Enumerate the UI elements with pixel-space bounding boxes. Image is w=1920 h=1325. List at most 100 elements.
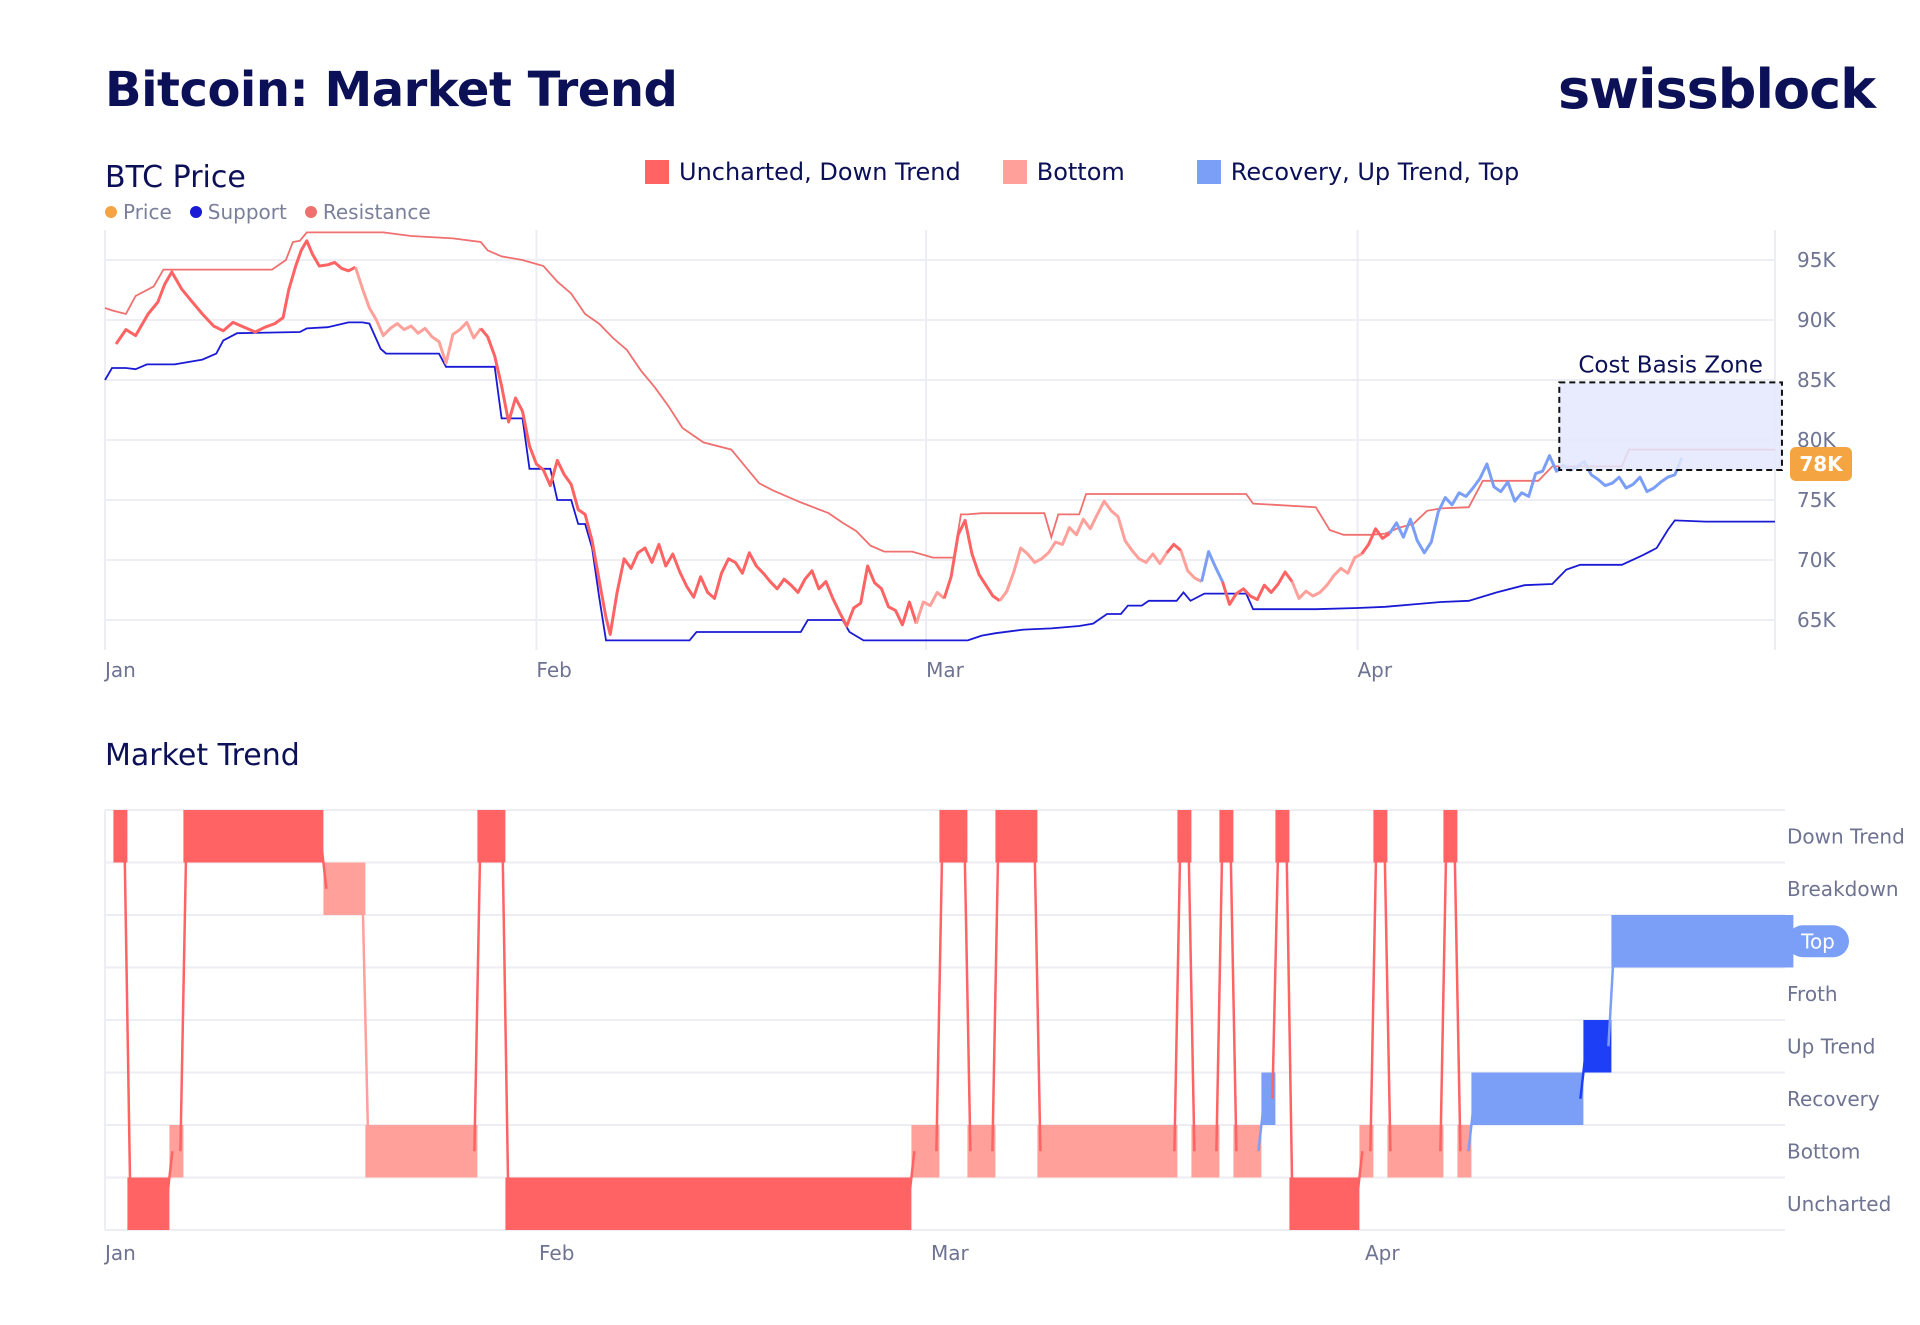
price-y-tick-label: 65K: [1797, 608, 1836, 632]
trend-transition-line: [361, 888, 370, 1152]
price-y-tick-label: 70K: [1797, 548, 1836, 572]
trend-block-recovery: [1471, 1072, 1584, 1125]
price-y-tick-label: 90K: [1797, 308, 1836, 332]
trend-block-downtrend: [995, 810, 1038, 863]
trend-level-label: Down Trend: [1787, 824, 1905, 848]
top-level-badge: [1787, 925, 1849, 958]
legend-bottom[interactable]: Bottom: [1002, 158, 1125, 186]
price-line-bottom: [914, 590, 946, 625]
trend-transition-line: [1607, 941, 1616, 1047]
price-line-downtrend: [479, 327, 918, 636]
price-y-tick-label: 75K: [1797, 488, 1836, 512]
legend-resistance-label: Resistance: [322, 200, 431, 224]
recovery-swatch: [1196, 160, 1221, 184]
price-line-downtrend: [1165, 542, 1182, 554]
trend-transition-line: [1187, 836, 1196, 1152]
regime-legend: Uncharted, Down Trend Bottom Recovery, U…: [645, 158, 1561, 186]
downtrend-swatch: [645, 160, 669, 184]
legend-resistance[interactable]: Resistance: [304, 200, 431, 224]
trend-transition-line: [1579, 1046, 1588, 1099]
trend-labels: Uncharted Bottom Recovery Up Trend Froth Top B…: [103, 824, 1905, 1265]
trend-chart-title: Market Trend: [105, 738, 300, 773]
trend-transition-line: [1369, 836, 1378, 1152]
legend-recovery[interactable]: Recovery, Up Trend, Top: [1196, 158, 1520, 186]
support-line: [104, 321, 1775, 642]
support-dot-icon: [189, 205, 202, 218]
trend-transition-line: [179, 836, 188, 1152]
trend-transition-line: [1257, 1098, 1266, 1152]
trend-block-uptrend_dark: [1583, 1020, 1612, 1073]
price-line-downtrend: [114, 239, 357, 345]
trend-block-bottom: [365, 1125, 478, 1178]
trend-x-tick-label: Jan: [103, 1241, 136, 1265]
trend-block-bottom: [1191, 1125, 1220, 1178]
trend-block-downtrend: [505, 1177, 912, 1230]
trend-bars: [113, 810, 1794, 1230]
trend-level-label: Recovery: [1787, 1087, 1880, 1111]
legend-downtrend-label: Uncharted, Down Trend: [679, 158, 961, 186]
price-line-downtrend: [1360, 527, 1391, 555]
trend-block-downtrend: [183, 810, 324, 863]
trend-transition-line: [501, 836, 510, 1204]
price-line-bottom: [354, 266, 483, 365]
trend-block-bottom: [1233, 1125, 1262, 1178]
trend-transition-line: [935, 836, 944, 1152]
trend-transition-line: [963, 836, 972, 1152]
price-line-bottom: [1179, 549, 1203, 583]
trend-transition-line: [1439, 836, 1448, 1152]
cost-basis-zone: [1558, 381, 1783, 471]
trend-block-bottom: [323, 862, 366, 915]
trend-level-label: Top: [1800, 929, 1835, 953]
price-x-tick-label: Mar: [926, 658, 965, 682]
trend-level-label: Up Trend: [1787, 1034, 1875, 1058]
price-x-tick-label: Apr: [1358, 658, 1393, 682]
legend-price[interactable]: Price: [105, 200, 172, 224]
trend-block-downtrend: [127, 1177, 170, 1230]
trend-block-downtrend: [1289, 1177, 1360, 1230]
trend-x-tick-label: Feb: [539, 1241, 574, 1265]
legend-price-label: Price: [123, 200, 172, 224]
trend-transition-line: [1271, 836, 1280, 1099]
trend-transition-line: [165, 1151, 174, 1204]
legend-bottom-label: Bottom: [1036, 158, 1125, 186]
price-legend: Price Support Resistance: [105, 200, 431, 224]
trend-block-downtrend: [477, 810, 506, 863]
legend-support-label: Support: [207, 200, 287, 224]
trend-level-label: Bottom: [1787, 1139, 1860, 1163]
price-x-tick-label: Feb: [536, 658, 571, 682]
current-price-badge: [1790, 447, 1852, 481]
trend-level-label: Froth: [1787, 982, 1838, 1006]
price-line-downtrend: [942, 518, 1001, 603]
trend-transition-line: [1453, 836, 1462, 1152]
legend-recovery-label: Recovery, Up Trend, Top: [1230, 158, 1520, 186]
price-line-downtrend: [1221, 570, 1294, 606]
trend-block-bottom: [1037, 1125, 1178, 1178]
price-y-tick-label: 85K: [1797, 368, 1836, 392]
brand-logo: swissblock: [1557, 58, 1876, 121]
trend-transition-line: [123, 836, 132, 1204]
price-y-tick-label: 95K: [1797, 248, 1836, 272]
legend-downtrend[interactable]: Uncharted, Down Trend: [645, 158, 961, 186]
trend-level-label: Breakdown: [1787, 877, 1899, 901]
trend-transition-line: [907, 1151, 916, 1204]
trend-transition-line: [1285, 836, 1294, 1204]
price-line-recovery: [1388, 454, 1684, 555]
price-overlay: Cost Basis Zone 78K: [1558, 352, 1852, 481]
price-lines: [104, 231, 1775, 642]
price-x-tick-label: Jan: [103, 658, 136, 682]
trend-transition-line: [1355, 1151, 1364, 1204]
trend-transition-line: [1215, 836, 1224, 1152]
legend-support[interactable]: Support: [189, 200, 287, 224]
bottom-swatch: [1002, 160, 1027, 184]
trend-x-tick-label: Mar: [931, 1241, 970, 1265]
price-chart-title: BTC Price: [105, 160, 246, 195]
price-dot-icon: [105, 205, 117, 218]
trend-level-label: Uncharted: [1787, 1192, 1891, 1216]
trend-transition-line: [1383, 836, 1392, 1152]
trend-transition-line: [473, 836, 482, 1152]
price-line-bottom: [1290, 552, 1363, 600]
cost-basis-label: Cost Basis Zone: [1578, 352, 1763, 378]
page-title: Bitcoin: Market Trend: [105, 62, 678, 118]
